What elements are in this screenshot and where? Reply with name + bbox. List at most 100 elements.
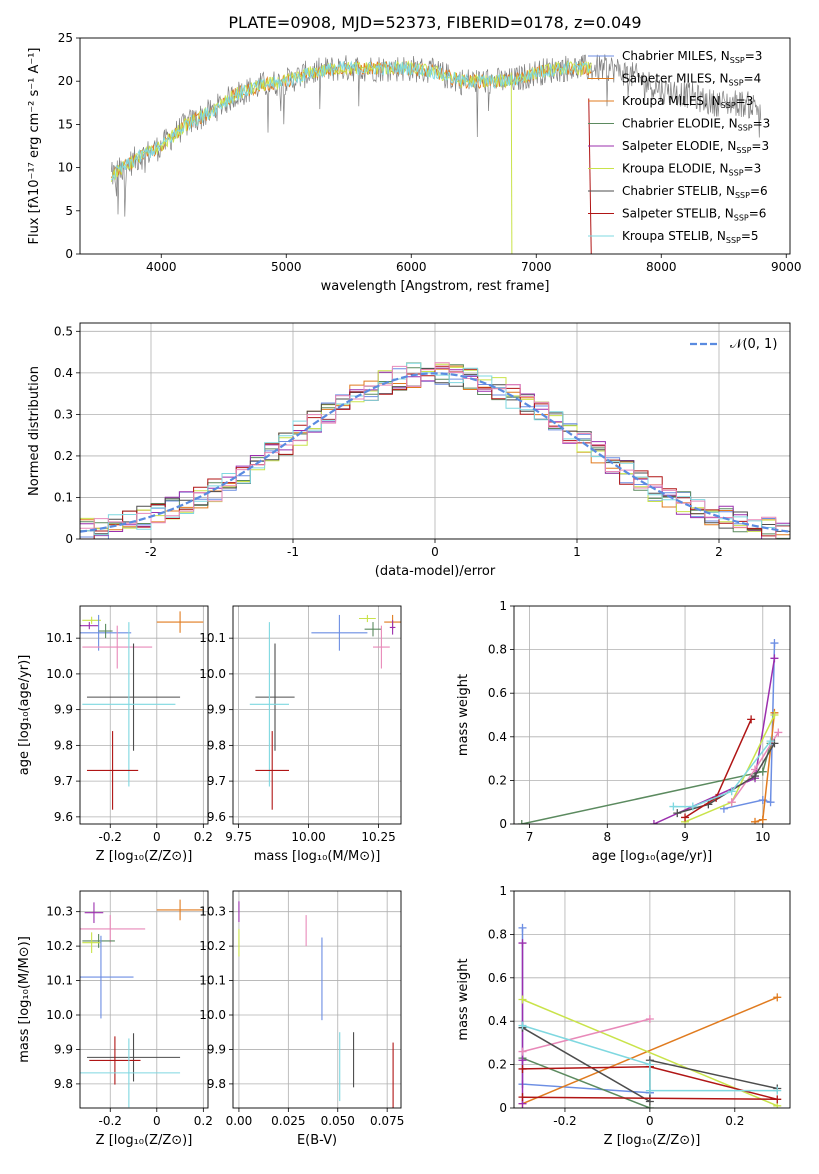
y-tick-label: 10.1	[46, 974, 73, 988]
data-point	[770, 639, 779, 648]
data-point	[758, 767, 767, 776]
y-tick-label: 9.7	[207, 774, 226, 788]
data-point	[766, 737, 775, 746]
y-tick-label: 10.0	[46, 667, 73, 681]
data-point	[518, 923, 527, 932]
legend-label: Kroupa ELODIE, NSSP=3	[622, 162, 761, 178]
legend-val: =6	[749, 207, 767, 221]
x-tick-label: 8	[603, 830, 611, 844]
panel-massweight-vs-age: 7 8 9 10 0 0.2 0.4 0.6 0.8 1 age [log₁₀(age/yr)] ma…	[456, 599, 791, 864]
data-point	[518, 1021, 527, 1030]
data-point	[758, 815, 767, 824]
data-point	[669, 802, 678, 811]
x-axis-label: E(B-V)	[297, 1133, 337, 1148]
y-axis-label: mass [log₁₀(M/M⊙)]	[17, 936, 32, 1063]
y-tick-label: 0.8	[488, 643, 507, 657]
data-point	[751, 817, 760, 824]
y-axis-label: mass weight	[456, 958, 471, 1040]
x-tick-label: 0	[153, 1114, 161, 1128]
panel-age-vs-Z: -0.2 0 0.2 9.6 9.7 9.8 9.9 10.0 10.1 Z [log₁₀(Z/Z…	[17, 605, 213, 864]
x-tick-label: 0	[646, 1114, 654, 1128]
legend-val: =3	[736, 94, 754, 108]
residual-histogram	[80, 365, 790, 539]
x-tick-label: 10	[755, 830, 770, 844]
legend-label: Chabrier MILES, NSSP=3	[622, 49, 762, 65]
y-tick-label: 9.9	[54, 1042, 73, 1056]
x-tick-label: -0.2	[99, 1114, 122, 1128]
x-tick-label: -1	[287, 545, 299, 559]
y-tick-label: 9.9	[207, 703, 226, 717]
model-spectrum	[111, 60, 592, 181]
panel-mass-vs-Z: -0.2 0 0.2 9.8 9.9 10.0 10.1 10.2 10.3 Z [log₁₀(Z…	[17, 890, 213, 1148]
legend-sub: SSP	[721, 101, 736, 110]
y-axis-label: Flux [fλ10⁻¹⁷ erg cm⁻² s⁻¹ A⁻¹]	[27, 48, 42, 245]
x-tick-label: 0.025	[271, 1114, 305, 1128]
y-tick-label: 0	[499, 817, 507, 831]
y-tick-label: 10.2	[46, 939, 73, 953]
y-tick-label: 9.8	[54, 1077, 73, 1091]
normal-curve	[80, 372, 790, 533]
x-tick-label: 0.00	[226, 1114, 253, 1128]
data-point	[518, 1047, 527, 1056]
axes-frame	[79, 605, 209, 825]
legend-sub: SSP	[738, 124, 753, 133]
y-tick-label: 10.2	[199, 939, 226, 953]
y-tick-label: 0	[65, 532, 73, 546]
plot-area	[514, 606, 790, 824]
residual-histogram	[80, 362, 790, 539]
panel-residuals: -2 -1 0 1 2 0 0.1 0.2 0.3 0.4 0.5 (data-model)/erro…	[27, 322, 791, 579]
x-tick-label: 5000	[271, 260, 302, 274]
legend-label: 𝒩(0, 1)	[730, 337, 777, 352]
legend-sub: SSP	[730, 56, 745, 65]
x-tick-label: 7	[526, 830, 534, 844]
y-tick-label: 0.4	[54, 366, 73, 380]
y-tick-label: 10.3	[46, 905, 73, 919]
x-axis-label: wavelength [Angstrom, rest frame]	[321, 279, 550, 294]
y-tick-label: 0.2	[488, 773, 507, 787]
y-tick-label: 0.3	[54, 407, 73, 421]
panels: 4000 5000 6000 7000 8000 90000510152025wavele…	[17, 31, 802, 1148]
y-tick-label: 0.6	[488, 686, 507, 700]
y-tick-label: 1	[499, 884, 507, 898]
series-line	[522, 996, 778, 1105]
x-axis-label: Z [log₁₀(Z/Z⊙)]	[96, 849, 193, 864]
figure-title: PLATE=0908, MJD=52373, FIBERID=0178, z=0…	[228, 13, 641, 32]
x-tick-label: -2	[145, 545, 157, 559]
series-line	[723, 643, 776, 810]
axes-frame	[513, 605, 791, 825]
axes-frame	[79, 322, 791, 540]
y-tick-label: 9.8	[54, 738, 73, 752]
x-tick-label: 2	[715, 545, 723, 559]
plot-area	[110, 54, 762, 254]
axes-frame	[79, 37, 791, 255]
x-axis-label: mass [log₁₀(M/M⊙)]	[254, 849, 381, 864]
x-tick-label: 10.00	[291, 830, 325, 844]
legend-val: =3	[753, 117, 771, 131]
x-tick-label: 7000	[521, 260, 552, 274]
legend-sub: SSP	[729, 79, 744, 88]
series-line	[522, 1024, 778, 1092]
y-tick-label: 5	[65, 204, 73, 218]
y-axis-label: Normed distribution	[27, 366, 42, 496]
x-tick-label: -0.2	[553, 1114, 576, 1128]
model-spectrum	[110, 60, 592, 183]
data-point	[645, 1060, 654, 1069]
plot-area	[233, 606, 401, 824]
x-tick-label: 0.2	[194, 1114, 213, 1128]
data-point	[727, 787, 736, 796]
x-axis-label: Z [log₁₀(Z/Z⊙)]	[604, 1133, 701, 1148]
axes-frame	[513, 890, 791, 1109]
legend-sub: SSP	[736, 146, 751, 155]
x-tick-label: 10.25	[361, 830, 395, 844]
legend-val: =3	[744, 162, 762, 176]
x-axis-label: (data-model)/error	[375, 564, 496, 579]
legend-label: Salpeter MILES, NSSP=4	[622, 72, 761, 88]
legend-label: Salpeter STELIB, NSSP=6	[622, 207, 766, 223]
data-point	[673, 809, 682, 818]
x-axis-label: Z [log₁₀(Z/Z⊙)]	[96, 1133, 193, 1148]
legend-val: =3	[745, 49, 763, 63]
y-tick-label: 9.7	[54, 774, 73, 788]
axes-frame	[232, 890, 402, 1109]
plot-area	[80, 891, 208, 1108]
